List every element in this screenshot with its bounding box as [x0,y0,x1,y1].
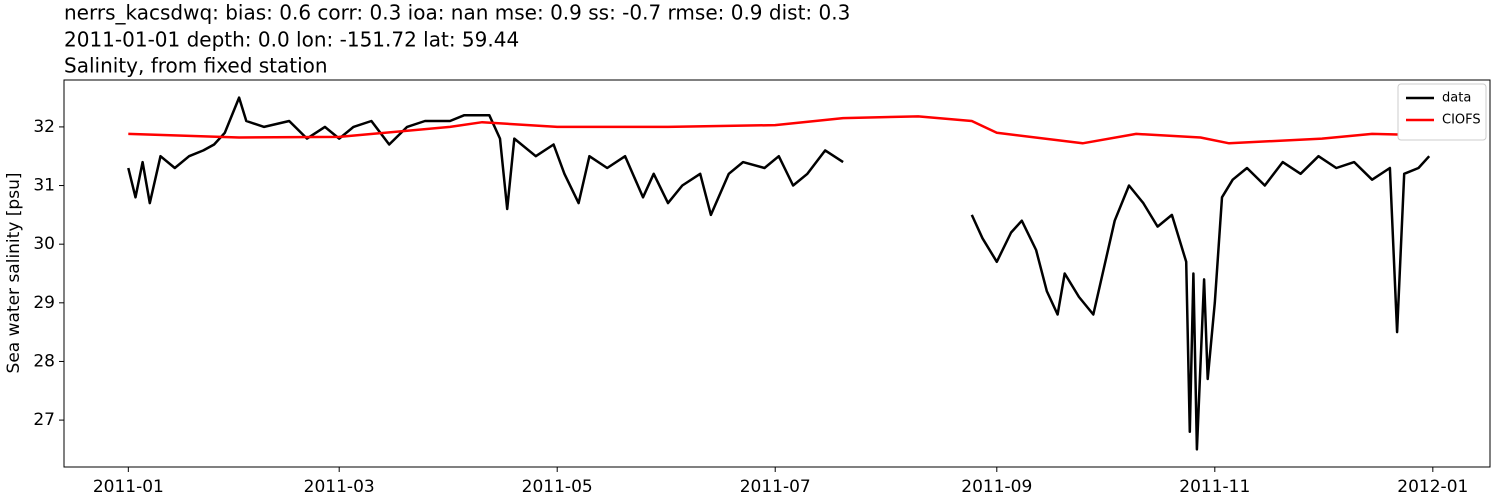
x-tick-label: 2011-11 [1179,477,1250,497]
x-tick-label: 2012-01 [1397,477,1468,497]
y-tick-label: 31 [33,176,55,196]
x-tick-label: 2011-03 [304,477,375,497]
y-tick-label: 32 [33,117,55,137]
legend-label: CIOFS [1442,113,1481,128]
x-tick-label: 2011-01 [93,477,164,497]
x-tick-label: 2011-05 [522,477,593,497]
data-line [128,115,1430,145]
chart-subtitle: 2011-01-01 depth: 0.0 lon: -151.72 lat: … [64,28,519,52]
y-axis-label: Sea water salinity [psu] [4,173,24,374]
y-tick-label: 30 [33,234,55,254]
data-line [127,96,1431,451]
x-tick-label: 2011-07 [740,477,811,497]
legend: data CIOFS [1397,83,1487,141]
y-tick-label: 28 [33,351,55,371]
chart-title: nerrs_kacsdwq: bias: 0.6 corr: 0.3 ioa: … [64,1,850,25]
plot-frame [63,79,1491,468]
y-tick-label: 27 [33,410,55,430]
legend-label: data [1442,91,1471,106]
y-tick-label: 29 [33,293,55,313]
x-tick-label: 2011-09 [961,477,1032,497]
chart-subtitle: Salinity, from fixed station [64,54,328,78]
